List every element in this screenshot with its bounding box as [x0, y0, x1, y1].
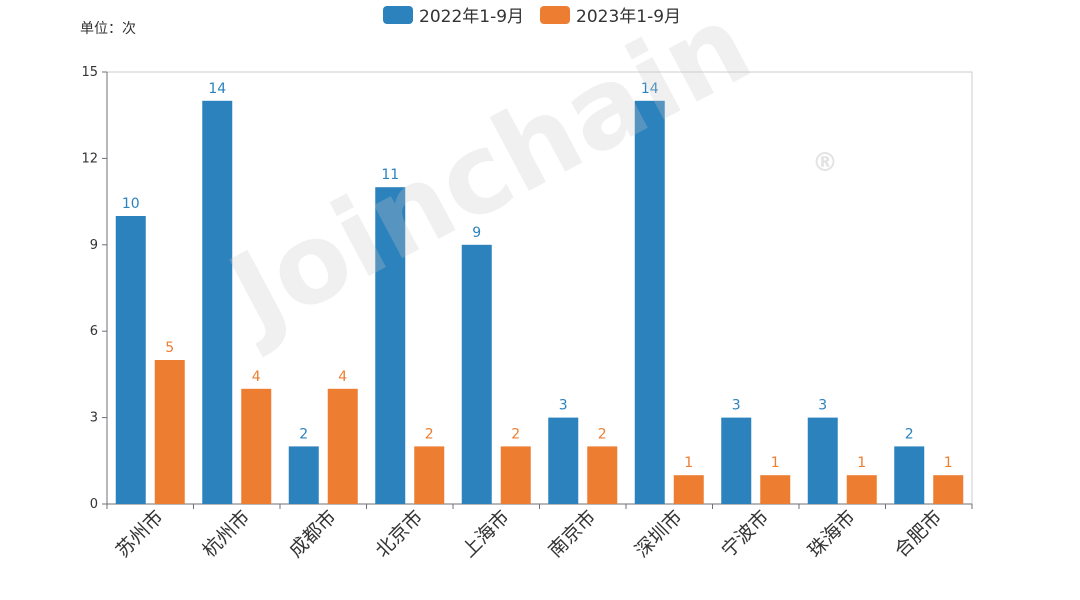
bar-value-label: 3 — [559, 398, 568, 414]
bar-value-label: 2 — [598, 426, 607, 442]
bar-series-2 — [846, 475, 877, 504]
bar-series-1 — [894, 446, 925, 504]
bar-value-label: 4 — [338, 369, 347, 385]
legend-label-series-1: 2022年1-9月 — [419, 7, 525, 27]
bar-series-1 — [548, 417, 579, 504]
x-tick-label: 成都市 — [285, 506, 341, 562]
x-tick-label: 珠海市 — [804, 506, 860, 562]
y-tick-label: 9 — [90, 238, 98, 253]
legend-item-series-1[interactable]: 2022年1-9月 — [383, 2, 524, 27]
y-tick-label: 15 — [81, 65, 98, 80]
bar-value-label: 9 — [472, 225, 481, 241]
bar-series-1 — [115, 216, 146, 504]
bar-value-label: 14 — [208, 81, 226, 97]
bar-series-2 — [500, 446, 531, 504]
bar-value-label: 1 — [944, 455, 953, 471]
bar-series-1 — [288, 446, 319, 504]
bar-series-2 — [933, 475, 964, 504]
x-tick-label: 南京市 — [544, 506, 600, 562]
y-tick-label: 12 — [81, 151, 98, 166]
bar-series-2 — [760, 475, 791, 504]
legend-swatch-series-1 — [383, 5, 413, 24]
bar-value-label: 2 — [511, 426, 520, 442]
bar-series-1 — [375, 187, 406, 504]
bar-value-label: 14 — [641, 81, 659, 97]
unit-label: 单位：次 — [80, 21, 136, 37]
x-tick-label: 宁波市 — [717, 506, 773, 562]
legend-swatch-series-2 — [540, 5, 571, 24]
bar-value-label: 11 — [381, 167, 399, 183]
y-tick-label: 6 — [90, 324, 98, 339]
legend-label-series-2: 2023年1-9月 — [576, 7, 682, 27]
bar-series-2 — [241, 388, 272, 504]
bar-value-label: 3 — [818, 398, 827, 414]
bar-series-2 — [414, 446, 445, 504]
y-tick-label: 0 — [90, 497, 98, 512]
bar-series-1 — [461, 244, 492, 505]
x-tick-label: 合肥市 — [890, 506, 946, 562]
x-tick-label: 深圳市 — [631, 506, 687, 562]
legend: 2022年1-9月 2023年1-9月 — [383, 2, 681, 27]
bar-series-2 — [587, 446, 618, 504]
bar-series-1 — [202, 100, 233, 505]
bar-series-2 — [673, 475, 704, 504]
legend-item-series-2[interactable]: 2023年1-9月 — [540, 2, 681, 27]
plot-frame — [106, 71, 973, 505]
x-tick-label: 上海市 — [458, 506, 514, 562]
bar-value-label: 2 — [905, 426, 914, 442]
bar-value-label: 2 — [425, 426, 434, 442]
bar-series-2 — [154, 360, 185, 504]
bar-value-label: 1 — [771, 455, 780, 471]
bar-value-label: 10 — [122, 196, 140, 212]
x-tick-label: 杭州市 — [198, 506, 254, 562]
x-tick-label: 北京市 — [371, 506, 427, 562]
bar-series-1 — [807, 417, 838, 504]
bar-value-label: 4 — [252, 369, 261, 385]
bar-value-label: 3 — [732, 398, 741, 414]
y-tick-label: 3 — [90, 411, 98, 426]
bar-value-label: 2 — [299, 426, 308, 442]
bar-value-label: 5 — [165, 340, 174, 356]
bar-series-2 — [327, 388, 358, 504]
bar-series-1 — [634, 100, 665, 505]
x-tick-label: 苏州市 — [112, 506, 168, 562]
bar-series-1 — [721, 417, 752, 504]
bar-value-label: 1 — [857, 455, 866, 471]
bar-value-label: 1 — [684, 455, 693, 471]
